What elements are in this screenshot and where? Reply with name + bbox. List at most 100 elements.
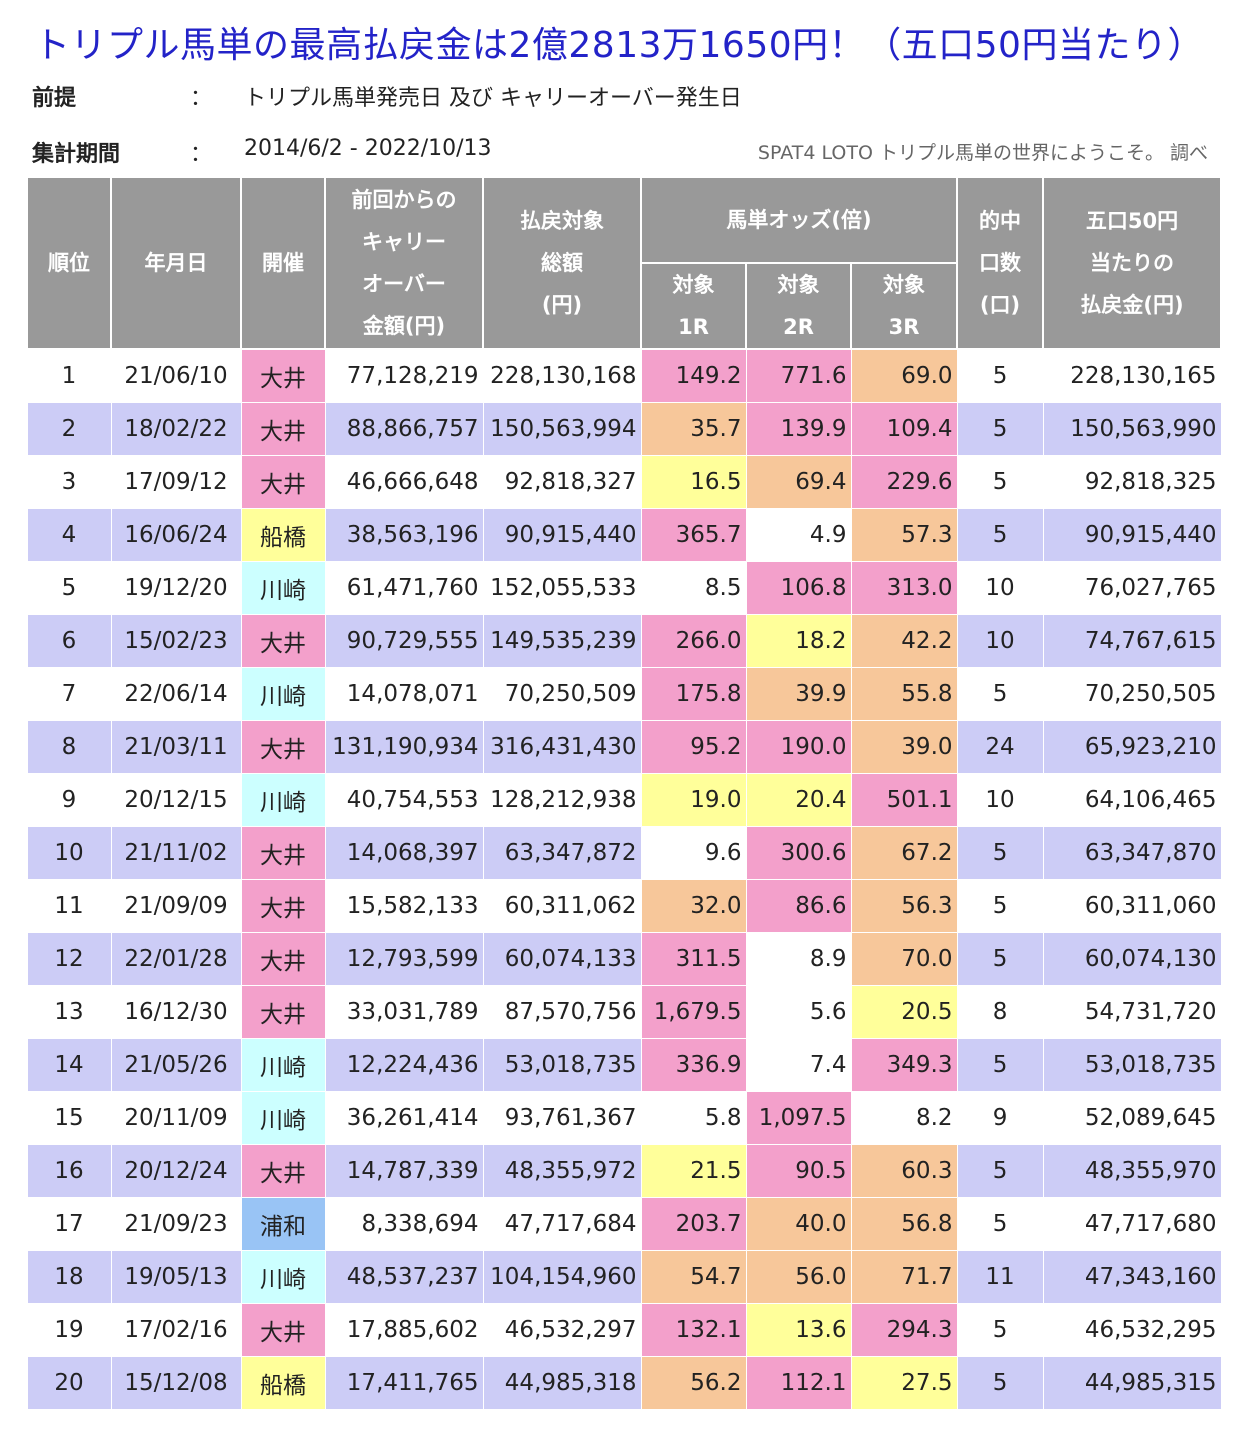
hits-cell: 5: [956, 1197, 1044, 1251]
payout-cell: 70,250,505: [1042, 667, 1222, 721]
payout-cell: 64,106,465: [1042, 773, 1222, 827]
date-cell: 20/11/09: [110, 1091, 242, 1145]
payout-cell: 48,355,970: [1042, 1144, 1222, 1198]
hits-cell: 5: [956, 1356, 1044, 1410]
odds-1r-cell: 175.8: [640, 667, 747, 721]
date-cell: 20/12/15: [110, 773, 242, 827]
payout-cell: 65,923,210: [1042, 720, 1222, 774]
carryover-cell: 48,537,237: [324, 1250, 484, 1304]
header-payout-line: 当たりの: [1090, 251, 1175, 275]
table-row: 6 15/02/23 大井 90,729,555 149,535,239 266.0 18.…: [26, 614, 1222, 668]
pool-cell: 128,212,938: [482, 773, 642, 827]
venue-cell: 川崎: [240, 1038, 326, 1092]
header-odds-3r: 対象 3R: [849, 262, 959, 350]
date-cell: 15/12/08: [110, 1356, 242, 1410]
odds-1r-cell: 5.8: [640, 1091, 747, 1145]
header-carryover-line: 前回からの: [351, 188, 457, 212]
pool-cell: 92,818,327: [482, 455, 642, 509]
venue-cell: 大井: [240, 985, 326, 1039]
carryover-cell: 12,793,599: [324, 932, 484, 986]
header-hits-line: 的中: [979, 209, 1022, 233]
odds-2r-cell: 112.1: [745, 1356, 852, 1410]
hits-cell: 5: [956, 1038, 1044, 1092]
odds-1r-cell: 336.9: [640, 1038, 747, 1092]
period-colon: ：: [190, 142, 213, 167]
rank-cell: 12: [26, 932, 112, 986]
odds-2r-cell: 20.4: [745, 773, 852, 827]
table-row: 11 21/09/09 大井 15,582,133 60,311,062 32.0 86.6…: [26, 879, 1222, 933]
carryover-cell: 14,068,397: [324, 826, 484, 880]
table-row: 17 21/09/23 浦和 8,338,694 47,717,684 203.7 40.0…: [26, 1197, 1222, 1251]
odds-3r-cell: 42.2: [850, 614, 958, 668]
venue-cell: 大井: [240, 614, 326, 668]
odds-3r-cell: 69.0: [850, 348, 958, 403]
odds-1r-cell: 203.7: [640, 1197, 747, 1251]
venue-cell: 船橋: [240, 508, 326, 562]
odds-2r-cell: 86.6: [745, 879, 852, 933]
odds-3r-cell: 294.3: [850, 1303, 958, 1357]
table-row: 12 22/01/28 大井 12,793,599 60,074,133 311.5 8.9…: [26, 932, 1222, 986]
rank-cell: 16: [26, 1144, 112, 1198]
table-row: 16 20/12/24 大井 14,787,339 48,355,972 21.5 90.5…: [26, 1144, 1222, 1198]
pool-cell: 44,985,318: [482, 1356, 642, 1410]
date-cell: 22/01/28: [110, 932, 242, 986]
carryover-cell: 88,866,757: [324, 402, 484, 456]
pool-cell: 104,154,960: [482, 1250, 642, 1304]
odds-1r-cell: 35.7: [640, 402, 747, 456]
hits-cell: 5: [956, 1303, 1044, 1357]
odds-2r-cell: 56.0: [745, 1250, 852, 1304]
date-cell: 21/09/23: [110, 1197, 242, 1251]
pool-cell: 316,431,430: [482, 720, 642, 774]
hits-cell: 24: [956, 720, 1044, 774]
odds-3r-cell: 56.8: [850, 1197, 958, 1251]
pool-cell: 60,074,133: [482, 932, 642, 986]
carryover-cell: 8,338,694: [324, 1197, 484, 1251]
date-cell: 20/12/24: [110, 1144, 242, 1198]
date-cell: 16/06/24: [110, 508, 242, 562]
date-cell: 15/02/23: [110, 614, 242, 668]
hits-cell: 5: [956, 826, 1044, 880]
venue-cell: 大井: [240, 348, 326, 403]
period-value: 2014/6/2 - 2022/10/13: [244, 136, 492, 161]
venue-cell: 川崎: [240, 667, 326, 721]
hits-cell: 11: [956, 1250, 1044, 1304]
carryover-cell: 12,224,436: [324, 1038, 484, 1092]
pool-cell: 152,055,533: [482, 561, 642, 615]
venue-cell: 川崎: [240, 773, 326, 827]
payout-cell: 53,018,735: [1042, 1038, 1222, 1092]
rank-cell: 11: [26, 879, 112, 933]
header-hits: 的中 口数 (口): [956, 176, 1045, 350]
header-payout-line: 五口50円: [1085, 209, 1179, 233]
rank-cell: 3: [26, 455, 112, 509]
period-label: 集計期間: [32, 142, 121, 167]
odds-1r-cell: 8.5: [640, 561, 747, 615]
odds-2r-cell: 5.6: [745, 985, 852, 1039]
pool-cell: 63,347,872: [482, 826, 642, 880]
odds-3r-cell: 501.1: [850, 773, 958, 827]
header-rank: 順位: [26, 176, 112, 350]
pool-cell: 90,915,440: [482, 508, 642, 562]
pool-cell: 47,717,684: [482, 1197, 642, 1251]
table-row: 3 17/09/12 大井 46,666,648 92,818,327 16.5 69.4 2…: [26, 455, 1222, 509]
hits-cell: 5: [956, 879, 1044, 933]
premise-value: トリプル馬単発売日 及び キャリーオーバー発生日: [244, 86, 742, 111]
rank-cell: 15: [26, 1091, 112, 1145]
odds-3r-cell: 39.0: [850, 720, 958, 774]
hits-cell: 10: [956, 561, 1044, 615]
page-title: トリプル馬単の最高払戻金は2億2813万1650円！（五口50円当たり）: [34, 25, 1204, 66]
header-odds-3r-line: 3R: [888, 315, 920, 339]
table-row: 1 21/06/10 大井 77,128,219 228,130,168 149.2 771…: [26, 348, 1222, 403]
carryover-cell: 14,787,339: [324, 1144, 484, 1198]
odds-2r-cell: 8.9: [745, 932, 852, 986]
odds-2r-cell: 90.5: [745, 1144, 852, 1198]
pool-cell: 46,532,297: [482, 1303, 642, 1357]
odds-3r-cell: 60.3: [850, 1144, 958, 1198]
hits-cell: 10: [956, 614, 1044, 668]
header-payout: 五口50円 当たりの 払戻金(円): [1042, 176, 1223, 350]
odds-2r-cell: 18.2: [745, 614, 852, 668]
odds-1r-cell: 311.5: [640, 932, 747, 986]
odds-1r-cell: 266.0: [640, 614, 747, 668]
rank-cell: 4: [26, 508, 112, 562]
carryover-cell: 90,729,555: [324, 614, 484, 668]
premise-label: 前提: [32, 86, 77, 111]
